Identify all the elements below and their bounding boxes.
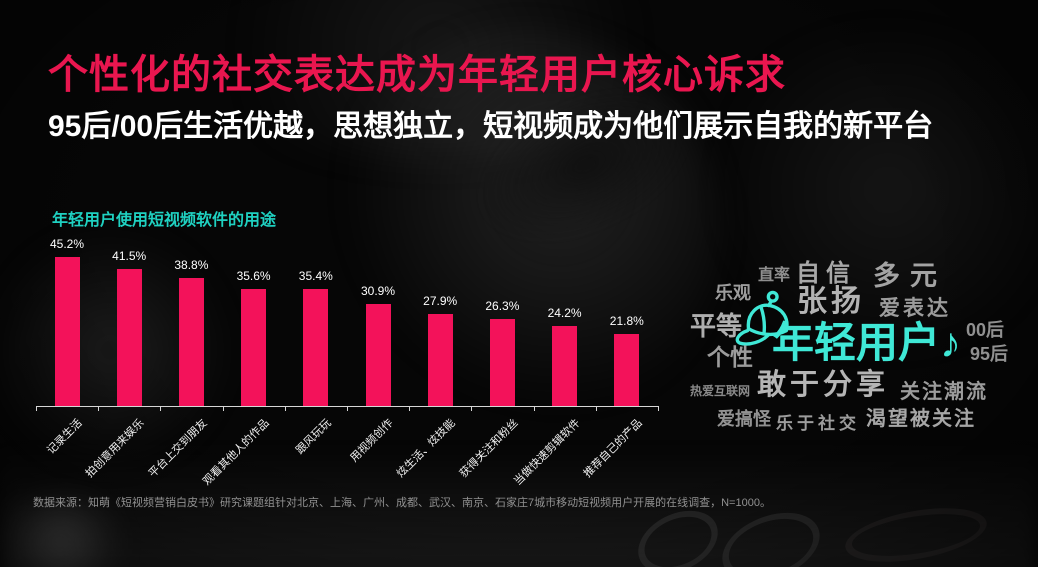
bar-value-label: 26.3% [485,299,520,314]
cloud-word: 个性 [707,344,753,370]
chart-plot-area: 45.2% 记录生活 41.5% 拍创意用来娱乐 38.8% 平台上交到朋友 35.6% 观看… [36,237,659,488]
wordcloud-center-text: 年轻用户♪ [772,319,962,366]
bar-value-label: 35.6% [236,268,271,283]
cloud-word: 95后 [970,344,1009,364]
bar [303,289,329,406]
bar-value-label: 24.2% [547,306,582,321]
bar [490,319,515,406]
bar [427,313,453,406]
cloud-word: 直率 [758,267,791,284]
x-axis-label: 用视频创作 [348,417,396,465]
x-axis-label: 拍创意用来娱乐 [83,417,147,481]
page-subtitle: 95后/00后生活优越，思想独立，短视频成为他们展示自我的新平台 [48,110,934,143]
x-axis-tick [284,406,286,411]
x-axis-label: 炫生活、炫技能 [394,417,458,481]
x-axis-label: 推荐自己的产品 [581,417,645,481]
bar [179,277,204,406]
cloud-word: 爱搞怪 [717,409,771,429]
x-axis-label: 平台上交到朋友 [146,417,210,481]
bar-value-label: 21.8% [609,314,644,329]
bar-value-label: 30.9% [360,284,396,299]
cloud-word: 平等 [690,311,743,341]
x-axis-tick [347,406,348,411]
cloud-word: 张扬 [797,285,865,318]
bar-value-label: 27.9% [423,293,458,308]
bar-value-label: 38.8% [174,257,209,272]
cloud-word: 乐于社交 [776,414,860,433]
data-source: 数据来源：知萌《短视频营销白皮书》研究课题组针对北京、上海、广州、成都、武汉、南… [33,497,771,509]
x-axis-tick [658,406,659,411]
bar-value-label: 45.2% [49,236,85,251]
bar [614,334,640,406]
bar [552,326,578,406]
bar-value-label: 41.5% [112,249,147,264]
cap-icon [735,290,789,346]
cloud-word: 多元 [873,261,947,291]
cloud-word: 渴望被关注 [866,408,976,430]
page-title: 个性化的社交表达成为年轻用户核心诉求 [48,53,786,97]
x-axis-tick [533,406,535,411]
x-axis-tick [471,406,473,411]
cloud-word: 敢于分享 [757,369,890,401]
x-axis-label: 获得关注和粉丝 [457,417,521,481]
cloud-word: 爱表达 [879,297,951,320]
bar [116,269,142,406]
x-axis-tick [36,406,37,411]
x-axis-tick [160,406,162,411]
x-axis-tick [595,406,597,411]
bar [241,288,267,406]
bar-chart: 年轻用户使用短视频软件的用途 45.2% 记录生活 41.5% 拍创意用来娱乐 38.8… [36,198,659,498]
cloud-word: 热爱互联网 [690,384,751,398]
x-axis-tick [409,406,411,411]
cloud-word: 自信 [796,260,856,287]
bar-value-label: 35.4% [298,269,333,284]
cloud-word: 关注潮流 [900,381,988,403]
x-axis-label: 跟风玩玩 [293,417,334,457]
chart-title: 年轻用户使用短视频软件的用途 [52,212,277,229]
word-cloud: 年轻用户♪ 乐观 直率 自信 多元 张扬 爱表达平等 00后个性 95后热爱互联网 敢于分享 关注… [690,258,1038,458]
bar [54,256,80,406]
x-axis-tick [98,406,100,411]
x-axis-label: 记录生活 [45,417,85,457]
bar [365,304,391,406]
x-axis-tick [222,406,224,411]
cloud-word: 00后 [966,320,1005,340]
cloud-word: 乐观 [715,283,751,303]
